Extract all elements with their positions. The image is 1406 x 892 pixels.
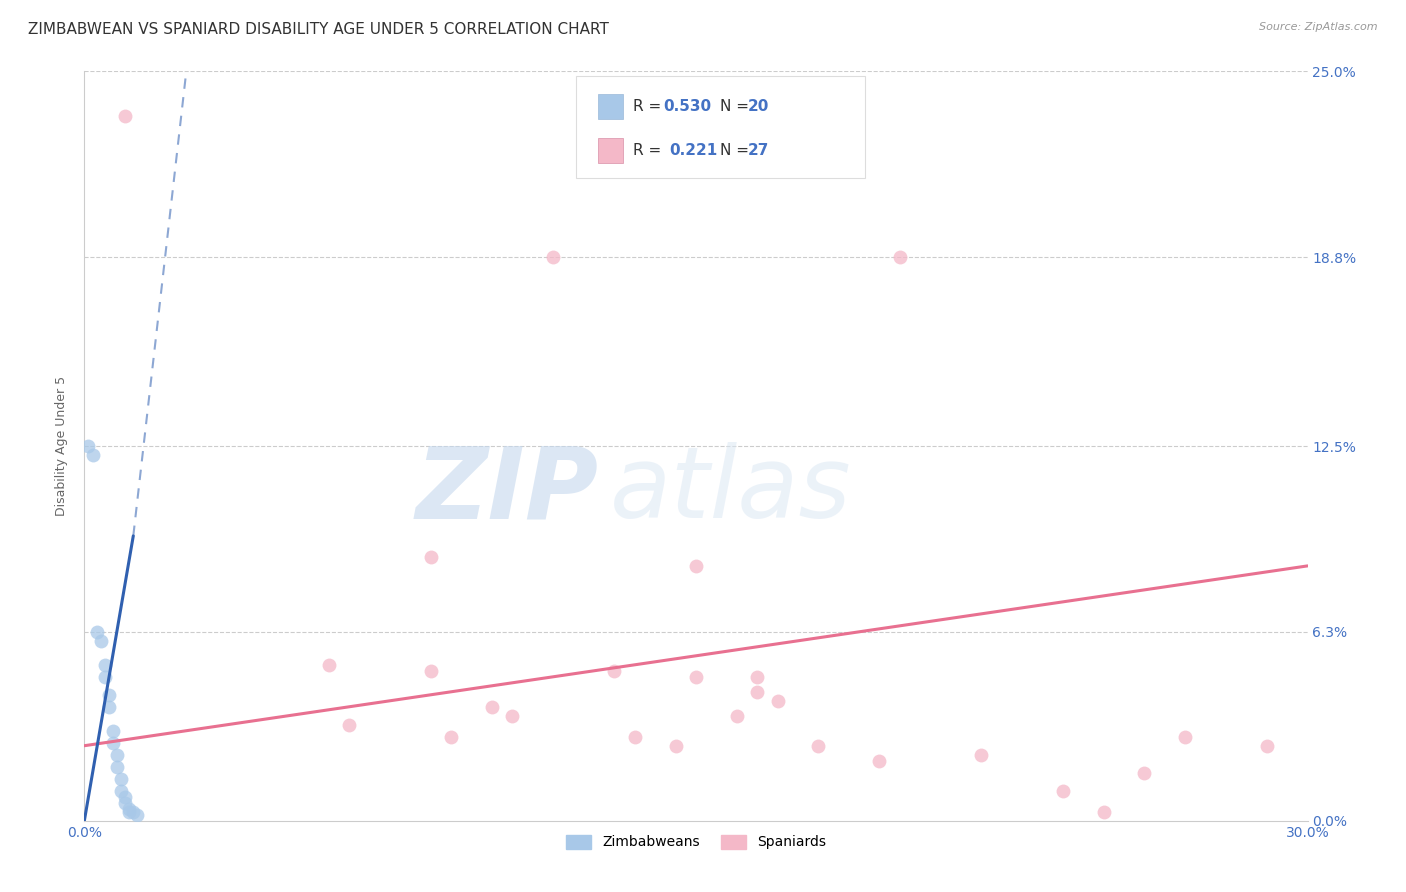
Text: atlas: atlas — [610, 442, 852, 540]
Point — [420, 549, 443, 564]
Text: N =: N = — [720, 143, 754, 158]
Point — [82, 448, 104, 462]
Point — [101, 736, 124, 750]
Point — [118, 802, 141, 816]
Point — [77, 439, 100, 453]
Point — [1174, 730, 1197, 744]
Y-axis label: Disability Age Under 5: Disability Age Under 5 — [55, 376, 69, 516]
Point — [440, 730, 463, 744]
Point — [725, 708, 748, 723]
Point — [105, 747, 128, 762]
Point — [318, 657, 340, 672]
Text: ZIP: ZIP — [415, 442, 598, 540]
Point — [93, 657, 115, 672]
Point — [1092, 805, 1115, 819]
Point — [420, 664, 443, 678]
Point — [97, 688, 120, 702]
Point — [114, 109, 136, 123]
Point — [127, 807, 149, 822]
Point — [101, 723, 124, 738]
Point — [97, 699, 120, 714]
Point — [339, 717, 361, 731]
Point — [1133, 765, 1156, 780]
Text: 0.530: 0.530 — [664, 99, 711, 114]
Point — [502, 708, 524, 723]
Point — [481, 699, 503, 714]
Point — [543, 250, 565, 264]
Text: 27: 27 — [748, 143, 769, 158]
Point — [110, 772, 132, 786]
Point — [93, 670, 115, 684]
Point — [86, 624, 108, 639]
Point — [665, 739, 688, 753]
Point — [603, 664, 626, 678]
Point — [118, 805, 141, 819]
Point — [685, 670, 707, 684]
Point — [685, 558, 707, 573]
Point — [766, 694, 789, 708]
Text: ZIMBABWEAN VS SPANIARD DISABILITY AGE UNDER 5 CORRELATION CHART: ZIMBABWEAN VS SPANIARD DISABILITY AGE UN… — [28, 22, 609, 37]
Point — [122, 805, 145, 819]
Text: 20: 20 — [748, 99, 769, 114]
Text: R =: R = — [633, 143, 671, 158]
Point — [970, 747, 993, 762]
Point — [624, 730, 647, 744]
Point — [114, 796, 136, 810]
Text: R =: R = — [633, 99, 666, 114]
Legend: Zimbabweans, Spaniards: Zimbabweans, Spaniards — [561, 829, 831, 855]
Point — [889, 250, 911, 264]
Point — [110, 783, 132, 797]
Point — [807, 739, 830, 753]
Text: 0.221: 0.221 — [669, 143, 717, 158]
Point — [1052, 783, 1074, 797]
Point — [1256, 739, 1278, 753]
Point — [747, 685, 769, 699]
Text: N =: N = — [720, 99, 754, 114]
Point — [105, 760, 128, 774]
Point — [869, 754, 891, 768]
Text: Source: ZipAtlas.com: Source: ZipAtlas.com — [1260, 22, 1378, 32]
Point — [114, 789, 136, 804]
Point — [90, 633, 112, 648]
Point — [747, 670, 769, 684]
